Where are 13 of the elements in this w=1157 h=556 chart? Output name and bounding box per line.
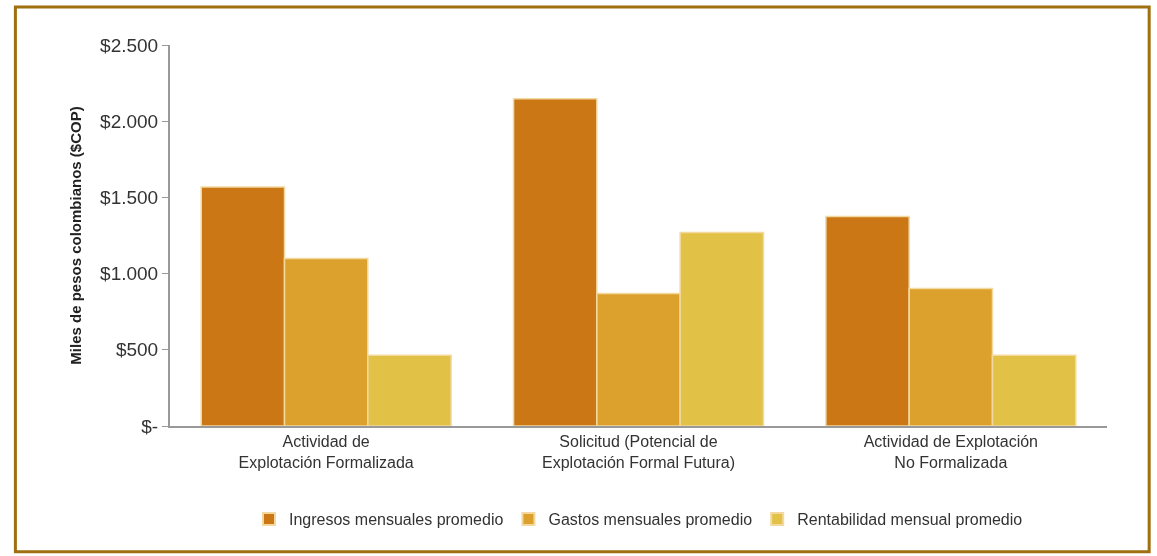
- x-tick-label: Actividad de Explotación No Formalizada: [863, 433, 1038, 471]
- legend-label: Ingresos mensuales promedio: [289, 511, 504, 529]
- y-tick-label: $1.500: [100, 187, 159, 209]
- y-tick-label: $-: [141, 415, 159, 437]
- x-tick-label: Solicitud (Potencial de Explotación Formal Futura): [542, 433, 735, 471]
- y-tick-label: $2.500: [100, 34, 159, 56]
- y-tick-label: $2.000: [100, 110, 159, 132]
- y-tick-label: $500: [115, 339, 159, 361]
- y-axis-title: Miles de pesos colombianos ($COP): [66, 106, 84, 365]
- x-tick-label: Actividad de Explotación Formalizada: [238, 433, 414, 471]
- y-tick-label: $1.000: [100, 263, 159, 285]
- legend-label: Gastos mensuales promedio: [548, 511, 753, 529]
- legend-label: Rentabilidad mensual promedio: [797, 511, 1023, 529]
